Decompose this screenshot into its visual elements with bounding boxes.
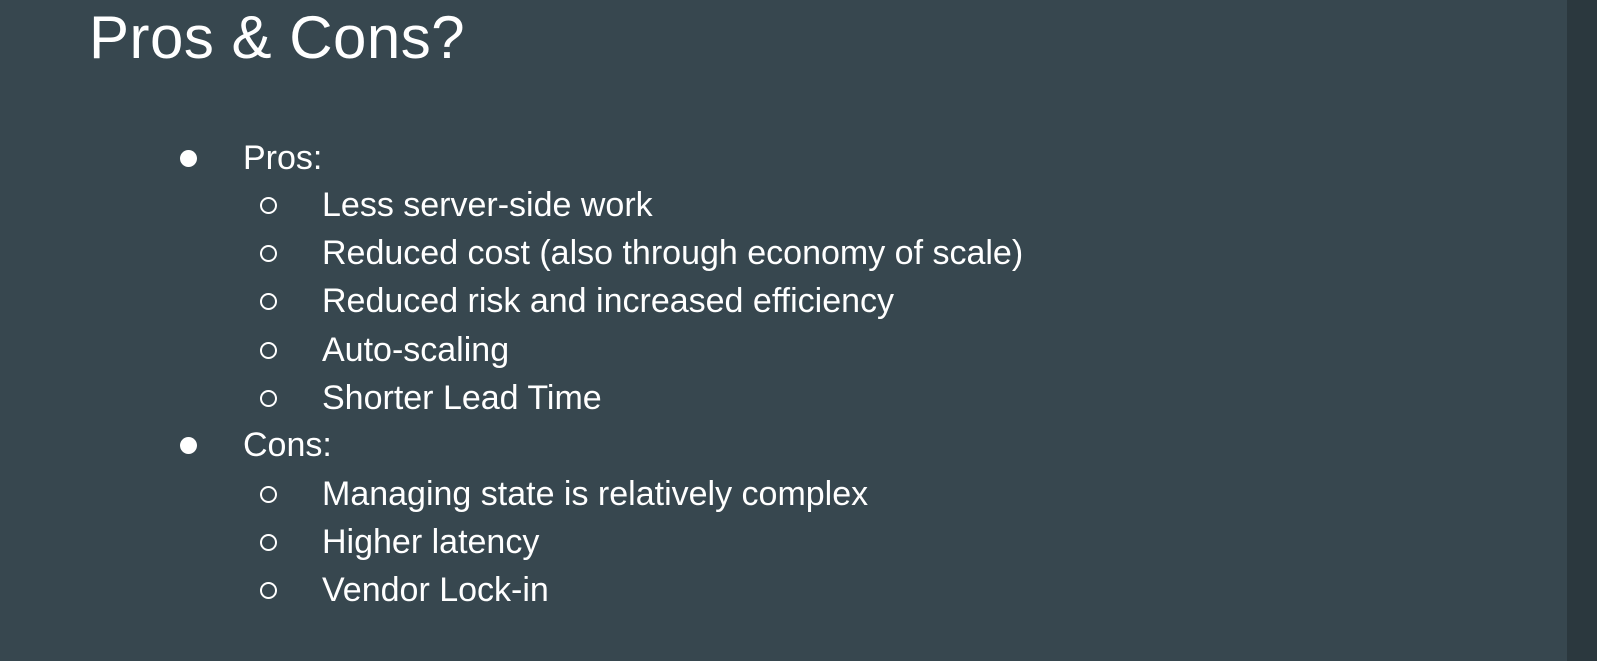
con-item-label: Managing state is relatively complex — [322, 475, 869, 513]
circle-bullet-icon — [260, 533, 277, 551]
list-item: Reduced cost (also through economy of sc… — [260, 229, 1023, 277]
con-item-label: Vendor Lock-in — [322, 571, 549, 609]
list-item: Managing state is relatively complex — [260, 470, 868, 518]
section-label-cons: Cons: — [243, 426, 332, 464]
circle-bullet-icon — [260, 196, 277, 214]
circle-bullet-icon — [260, 389, 277, 407]
list-item: Auto-scaling — [260, 326, 509, 374]
list-item: Reduced risk and increased efficiency — [260, 277, 894, 325]
con-item-label: Higher latency — [322, 523, 540, 561]
list-item-pros: Pros: — [180, 134, 322, 182]
disc-bullet-icon — [180, 149, 197, 167]
pro-item-label: Reduced cost (also through economy of sc… — [322, 234, 1024, 272]
circle-bullet-icon — [260, 244, 277, 262]
slide-title: Pros & Cons? — [89, 4, 466, 71]
pro-item-label: Reduced risk and increased efficiency — [322, 282, 895, 320]
disc-bullet-icon — [180, 436, 197, 454]
pro-item-label: Shorter Lead Time — [322, 379, 602, 417]
list-item-cons: Cons: — [180, 421, 332, 469]
circle-bullet-icon — [260, 581, 277, 599]
list-item: Higher latency — [260, 518, 539, 566]
circle-bullet-icon — [260, 485, 277, 503]
list-item: Vendor Lock-in — [260, 566, 549, 614]
circle-bullet-icon — [260, 292, 277, 310]
pro-item-label: Less server-side work — [322, 186, 653, 224]
list-item: Less server-side work — [260, 181, 653, 229]
slide-edge — [1567, 0, 1597, 661]
circle-bullet-icon — [260, 341, 277, 359]
list-item: Shorter Lead Time — [260, 374, 602, 422]
pro-item-label: Auto-scaling — [322, 331, 510, 369]
section-label-pros: Pros: — [243, 139, 323, 177]
